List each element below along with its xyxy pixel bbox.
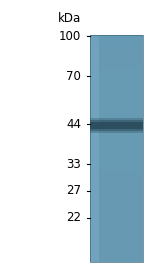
Bar [90, 117, 142, 120]
Bar [90, 159, 142, 162]
Bar [90, 122, 142, 129]
Bar [90, 179, 142, 182]
Bar [90, 54, 142, 57]
Bar [90, 89, 142, 91]
Bar [90, 137, 142, 140]
Bar [90, 194, 142, 197]
Bar [90, 60, 142, 63]
Bar [90, 250, 142, 253]
Bar [90, 134, 142, 137]
Text: 27: 27 [66, 184, 81, 197]
Bar [90, 191, 142, 194]
Bar [90, 35, 142, 38]
Bar [90, 103, 142, 106]
Bar [90, 38, 142, 40]
Bar [90, 202, 142, 205]
Bar [90, 188, 142, 191]
Bar [90, 83, 142, 86]
Bar [90, 171, 142, 174]
Bar [90, 165, 142, 168]
Bar [90, 230, 142, 233]
Bar [90, 100, 142, 103]
Bar [90, 216, 142, 219]
Bar [90, 259, 142, 262]
Bar [90, 222, 142, 225]
Bar [90, 245, 142, 248]
Bar [90, 123, 142, 125]
Bar [90, 242, 142, 245]
Bar [90, 197, 142, 199]
Bar [90, 145, 142, 148]
Bar [90, 106, 142, 108]
Bar [90, 248, 142, 250]
Bar [90, 151, 142, 154]
Bar [90, 43, 142, 46]
Text: 44: 44 [66, 118, 81, 131]
Bar [90, 154, 142, 157]
Bar [90, 57, 142, 60]
Bar [90, 253, 142, 256]
Bar [90, 131, 142, 134]
Bar [90, 97, 142, 100]
Bar [90, 63, 142, 66]
Bar [90, 225, 142, 227]
Bar [90, 148, 142, 151]
Bar [90, 239, 142, 242]
Bar [90, 108, 142, 111]
Bar [90, 162, 142, 165]
Bar [90, 125, 142, 128]
Bar [90, 52, 142, 54]
Text: 70: 70 [66, 70, 81, 83]
Bar [90, 114, 142, 117]
Text: kDa: kDa [58, 12, 81, 25]
Bar [90, 46, 142, 49]
Bar [90, 208, 142, 211]
Text: 100: 100 [59, 30, 81, 42]
Bar [90, 227, 142, 230]
Bar [90, 66, 142, 69]
Bar [90, 143, 142, 145]
Bar [90, 69, 142, 72]
Bar [90, 168, 142, 171]
Bar [90, 205, 142, 208]
Bar [90, 174, 142, 176]
Bar [90, 140, 142, 143]
Bar [90, 80, 142, 83]
Bar [90, 157, 142, 159]
Bar [90, 128, 142, 131]
Bar [90, 233, 142, 236]
Bar [90, 94, 142, 97]
Bar [90, 77, 142, 80]
Bar [90, 35, 99, 262]
Bar [90, 74, 142, 77]
Bar [90, 182, 142, 185]
Bar [90, 40, 142, 43]
Bar [90, 49, 142, 52]
Bar [90, 176, 142, 179]
Bar [90, 256, 142, 259]
Bar [90, 211, 142, 213]
Bar [90, 91, 142, 94]
Bar [90, 86, 142, 89]
Bar [90, 213, 142, 216]
Text: 22: 22 [66, 211, 81, 224]
Text: 33: 33 [66, 158, 81, 171]
Bar [90, 111, 142, 114]
Bar [90, 185, 142, 188]
Bar [90, 199, 142, 202]
Bar [90, 35, 142, 262]
Bar [90, 72, 142, 74]
Bar [90, 120, 142, 123]
Bar [90, 120, 142, 131]
Bar [90, 118, 142, 133]
Bar [90, 236, 142, 239]
Bar [90, 219, 142, 222]
